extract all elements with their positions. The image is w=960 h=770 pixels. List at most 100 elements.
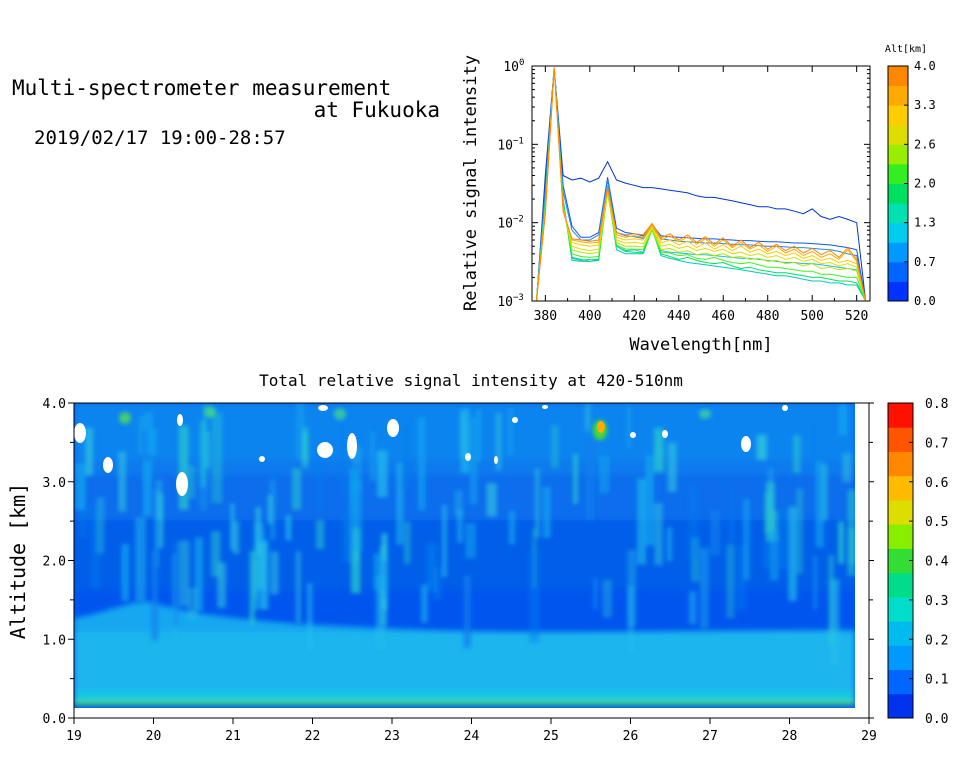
heatmap-streak (230, 503, 235, 551)
spectrum-series-line-8 (535, 67, 867, 301)
heatmap-streak (85, 427, 93, 476)
spectrum-y-tick-label: 10 −3 (497, 293, 524, 310)
heatmap-streak (352, 479, 363, 551)
altitude-legend-title: Alt[km] (885, 44, 927, 55)
heatmap-streak (469, 417, 478, 505)
heatmap-streak (710, 509, 721, 556)
heatmap-streak (373, 553, 384, 591)
intensity-colorbar-tick-label: 0.3 (925, 594, 948, 609)
heatmap-streak (249, 551, 255, 625)
heatmap-streak (756, 434, 767, 460)
intensity-colorbar-tick-label: 0.5 (925, 515, 948, 530)
intensity-colorbar-swatch (888, 451, 913, 477)
heatmap-streak (777, 508, 788, 570)
heatmap-streak (654, 503, 663, 566)
heatmap-streak (838, 521, 844, 564)
altitude-colorbar-swatch (888, 281, 908, 302)
heatmap-streak (90, 505, 101, 589)
spectrum-series-line-0 (536, 67, 867, 301)
altitude-colorbar-tick-label: 4.0 (914, 59, 936, 73)
heatmap-field (74, 403, 855, 708)
heatmap-streak (339, 422, 345, 496)
spectrum-y-tick-label: 10 −2 (497, 215, 524, 232)
heatmap-streak (626, 405, 632, 448)
altitude-colorbar-swatch (888, 183, 908, 204)
spectrum-series-line-6 (535, 67, 867, 301)
heatmap-streak (75, 463, 86, 510)
heatmap-streak (828, 554, 834, 645)
heatmap-streak (475, 409, 482, 462)
heatmap-streak (454, 490, 463, 516)
heatmap-streak (147, 428, 157, 455)
spectrum-x-tick-label: 520 (845, 309, 868, 324)
heatmap-streak (302, 432, 309, 468)
intensity-colorbar-tick-label: 0.7 (925, 436, 948, 451)
heatmap-streak (736, 545, 747, 611)
spectrum-x-tick-label: 400 (578, 309, 601, 324)
heatmap-x-tick-label: 22 (305, 729, 321, 744)
intensity-colorbar-tick-label: 0.8 (925, 397, 948, 412)
altitude-colorbar-swatch (888, 124, 908, 145)
heatmap-streak (654, 428, 664, 472)
spectrum-y-tick-exp: 0 (519, 58, 524, 68)
heatmap-y-tick-label: 3.0 (43, 476, 66, 491)
heatmap-streak (592, 577, 599, 610)
intensity-colorbar-tick-label: 0.0 (925, 712, 948, 727)
heatmap-streak (830, 579, 840, 665)
heatmap-streak (769, 530, 779, 581)
heatmap-x-tick-label: 25 (543, 729, 559, 744)
heatmap-streak (188, 465, 196, 499)
heatmap-x-tick-label: 29 (861, 729, 877, 744)
spectrum-y-tick-label: 10 0 (503, 58, 524, 75)
heatmap-x-tick-label: 26 (623, 729, 639, 744)
page-title-line2: at Fukuoka (313, 98, 440, 122)
intensity-colorbar-swatch (888, 645, 913, 671)
heatmap-x-tick-label: 27 (702, 729, 718, 744)
intensity-colorbar-swatch (888, 621, 913, 646)
heatmap-streak (211, 412, 223, 504)
spectrum-series-line-10 (535, 67, 867, 301)
heatmap-y-tick-label: 1.0 (43, 633, 66, 648)
altitude-colorbar-tick-label: 1.3 (914, 216, 936, 230)
heatmap-x-tick-label: 19 (66, 729, 82, 744)
intensity-colorbar-swatch (888, 524, 913, 549)
heatmap-streak (700, 548, 709, 629)
spectrum-y-label: Relative signal intensity (461, 55, 481, 311)
heatmap-streak (351, 528, 361, 594)
intensity-colorbar-tick-label: 0.6 (925, 476, 948, 491)
spectrum-series-line-7 (535, 67, 867, 301)
heatmap-streak (765, 482, 775, 542)
intensity-colorbar-swatch (888, 693, 913, 719)
intensity-colorbar-swatch (888, 572, 913, 598)
heatmap-streak (151, 551, 159, 641)
heatmap-streak (315, 519, 325, 550)
heatmap-missing-data (74, 405, 788, 496)
heatmap-y-tick-label: 2.0 (43, 555, 66, 570)
heatmap-x-tick-label: 23 (384, 729, 400, 744)
heatmap-streak (155, 479, 163, 521)
heatmap-streak (508, 510, 516, 545)
altitude-colorbar-ticks: 4.0 3.3 2.6 2.0 1.3 0.7 0.0 (904, 59, 936, 308)
heatmap-streak (442, 504, 447, 578)
page-title-line1: Multi-spectrometer measurement (12, 76, 392, 100)
heatmap-streak (496, 413, 502, 471)
heatmap-streak (121, 543, 130, 601)
heatmap-streak (585, 404, 591, 431)
spectrum-x-tick-label: 460 (711, 309, 734, 324)
heatmap-streak (691, 537, 700, 582)
heatmap-streak (847, 528, 855, 564)
heatmap-streak (726, 545, 735, 619)
heatmap-streak (178, 540, 190, 607)
heatmap-streak (457, 509, 463, 543)
heatmap-y-label: Altitude [km] (6, 483, 30, 640)
heatmap-streak (382, 560, 390, 599)
heatmap-streak (96, 497, 105, 554)
heatmap-y-ticks: 0.0 1.0 2.0 3.0 4.0 (43, 397, 874, 727)
spectrum-series-line-11 (535, 67, 867, 301)
heatmap-streak (585, 439, 595, 521)
heatmap-streak (269, 479, 276, 541)
heatmap-streak (573, 453, 578, 505)
spectrum-series-line-5 (535, 67, 867, 301)
heatmap-y-tick-label: 0.0 (43, 712, 66, 727)
